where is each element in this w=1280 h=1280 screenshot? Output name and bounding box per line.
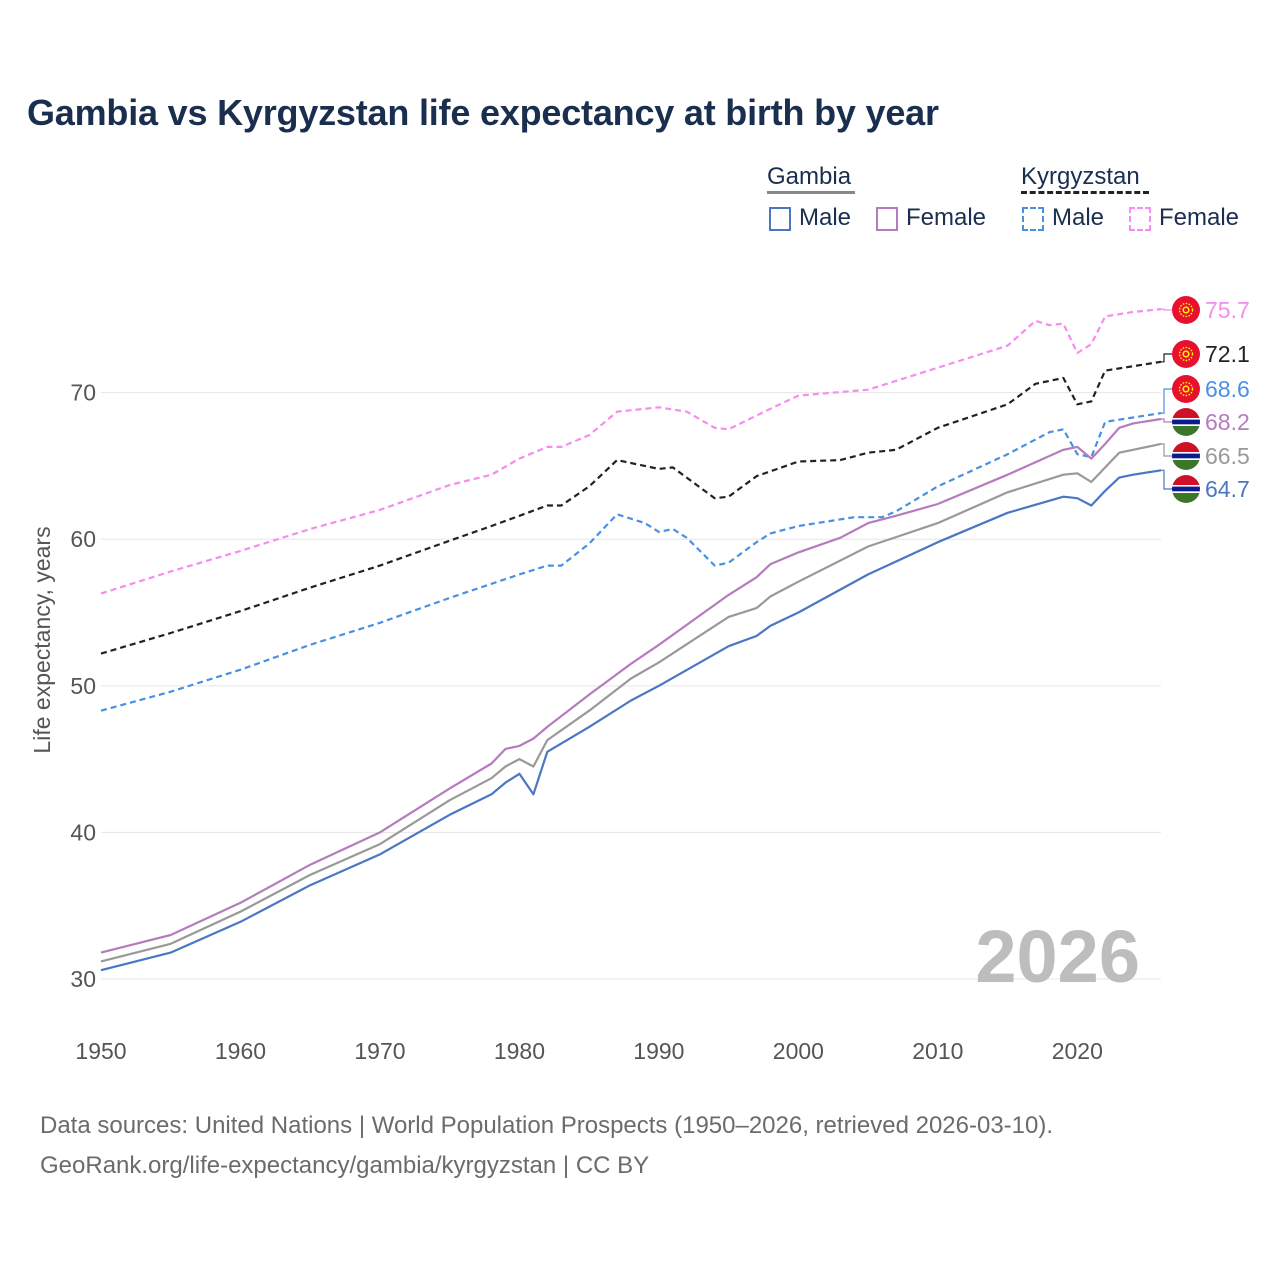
legend-label-kyrgyzstan-male: Male [1052,204,1105,231]
end-leader-5 [1161,469,1172,490]
x-tick-1970: 1970 [354,1038,405,1064]
legend-swatch-gambia-female [876,207,898,231]
legend-header-kyrgyzstan: Kyrgyzstan [1021,163,1140,190]
end-leader-3 [1161,418,1172,423]
legend-label-gambia-male: Male [799,204,852,231]
legend-swatch-kyrgyzstan-female [1129,207,1151,231]
end-labels: 75.7 72.1 68.6 68.2 66.5 64.7 [1161,296,1250,503]
year-watermark: 2026 [975,915,1140,998]
x-tick-1980: 1980 [494,1038,545,1064]
y-tick-50: 50 [70,673,96,699]
end-leader-2 [1161,388,1172,414]
end-label-kyrgyzstan-female: 75.7 [1205,297,1250,323]
x-tick-1950: 1950 [75,1038,126,1064]
end-label-kyrgyzstan-male: 68.6 [1205,376,1250,402]
series-line-gambia-total [100,442,1162,963]
gambia-flag-icon [1172,475,1200,503]
y-tick-60: 60 [70,526,96,552]
legend-swatch-kyrgyzstan-male [1022,207,1044,231]
end-leader-0 [1161,308,1172,311]
y-tick-40: 40 [70,819,96,845]
legend-label-gambia-female: Female [906,204,987,231]
legend-label-kyrgyzstan-female: Female [1159,204,1240,231]
series-line-kyrgyzstan-male [100,412,1162,712]
y-axis-label: Life expectancy, years [29,526,55,753]
series-lines [100,308,1162,972]
end-label-gambia-female: 68.2 [1205,409,1250,435]
legend-header-gambia: Gambia [767,163,852,190]
series-line-gambia-male [100,469,1162,972]
x-tick-2000: 2000 [773,1038,824,1064]
x-tick-2020: 2020 [1052,1038,1103,1064]
y-tick-labels: 30 40 50 60 70 [70,380,96,992]
series-line-kyrgyzstan-total [100,360,1162,655]
end-label-gambia-total: 66.5 [1205,443,1250,469]
x-tick-1990: 1990 [633,1038,684,1064]
x-tick-1960: 1960 [215,1038,266,1064]
y-tick-70: 70 [70,380,96,406]
legend-header-kyrgyzstan-line [1021,191,1149,194]
x-tick-labels: 1950 1960 1970 1980 1990 2000 2010 2020 [75,1038,1102,1064]
gambia-flag-icon [1172,442,1200,470]
source-line-2[interactable]: GeoRank.org/life-expectancy/gambia/kyrgy… [40,1152,650,1179]
kyrgyzstan-flag-icon [1172,340,1200,368]
end-label-gambia-male: 64.7 [1205,476,1250,502]
source-line-1: Data sources: United Nations | World Pop… [40,1112,1054,1139]
series-line-kyrgyzstan-female [100,308,1162,595]
chart-title: Gambia vs Kyrgyzstan life expectancy at … [27,92,939,133]
kyrgyzstan-flag-icon [1172,375,1200,403]
source-note: Data sources: United Nations | World Pop… [40,1106,1053,1186]
end-leader-1 [1161,353,1172,363]
legend-header-gambia-line [767,191,855,194]
legend-swatch-gambia-male [769,207,791,231]
kyrgyzstan-flag-icon [1172,296,1200,324]
end-leader-4 [1161,443,1172,457]
x-tick-2010: 2010 [912,1038,963,1064]
series-line-gambia-female [100,417,1162,954]
end-label-kyrgyzstan-total: 72.1 [1205,341,1250,367]
y-tick-30: 30 [70,966,96,992]
gambia-flag-icon [1172,408,1200,436]
